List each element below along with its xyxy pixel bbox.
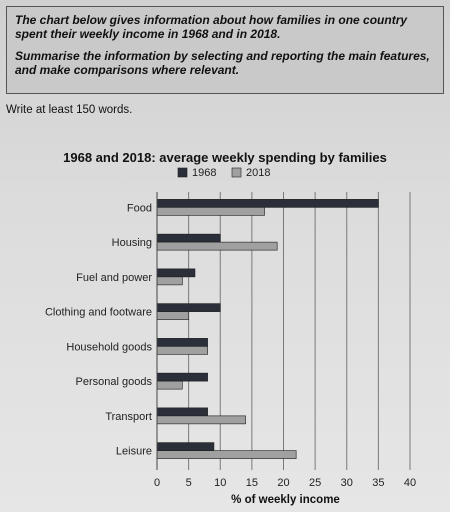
x-axis-label: % of weekly income xyxy=(231,494,340,506)
task-description: The chart below gives information about … xyxy=(15,13,408,41)
bar-2018 xyxy=(156,276,183,286)
bar-1968 xyxy=(156,372,208,382)
legend-swatch xyxy=(231,167,242,178)
word-count-instruction: Write at least 150 words. xyxy=(6,104,133,116)
x-tick-label: 15 xyxy=(246,477,258,489)
legend-label: 1968 xyxy=(192,167,216,179)
x-tick-label: 10 xyxy=(214,477,226,489)
task-instructions: Summarise the information by selecting a… xyxy=(15,49,430,77)
x-tick-label: 0 xyxy=(154,477,160,489)
bar-1968 xyxy=(156,199,379,208)
bar-2018 xyxy=(156,450,297,459)
chart-title: 1968 and 2018: average weekly spending b… xyxy=(63,150,387,165)
task-prompt-box: The chart below gives information about … xyxy=(6,6,444,94)
category-label: Transport xyxy=(105,411,152,423)
category-label: Leisure xyxy=(116,446,152,458)
category-label: Clothing and footware xyxy=(45,307,152,319)
bar-2018 xyxy=(156,311,189,320)
bar-1968 xyxy=(156,442,215,451)
category-label: Food xyxy=(127,202,152,214)
bar-1968 xyxy=(156,338,208,347)
legend-label: 2018 xyxy=(246,167,270,179)
x-tick-label: 25 xyxy=(309,477,321,489)
category-label: Fuel and power xyxy=(76,272,152,284)
category-label: Household goods xyxy=(66,341,152,353)
bar-1968 xyxy=(156,303,221,312)
x-tick-label: 30 xyxy=(341,477,353,489)
category-label: Personal goods xyxy=(76,376,153,388)
bar-2018 xyxy=(156,415,246,425)
x-tick-label: 5 xyxy=(186,477,192,489)
bar-2018 xyxy=(156,207,265,216)
bar-1968 xyxy=(156,268,196,278)
bar-1968 xyxy=(156,407,208,417)
x-tick-label: 40 xyxy=(404,477,416,489)
x-tick-label: 20 xyxy=(277,477,289,489)
bar-1968 xyxy=(156,233,221,243)
x-tick-label: 35 xyxy=(372,477,384,489)
legend-swatch xyxy=(177,167,188,178)
bar-2018 xyxy=(156,380,183,390)
category-label: Housing xyxy=(112,237,152,249)
bar-2018 xyxy=(156,241,278,251)
bar-2018 xyxy=(156,346,208,355)
